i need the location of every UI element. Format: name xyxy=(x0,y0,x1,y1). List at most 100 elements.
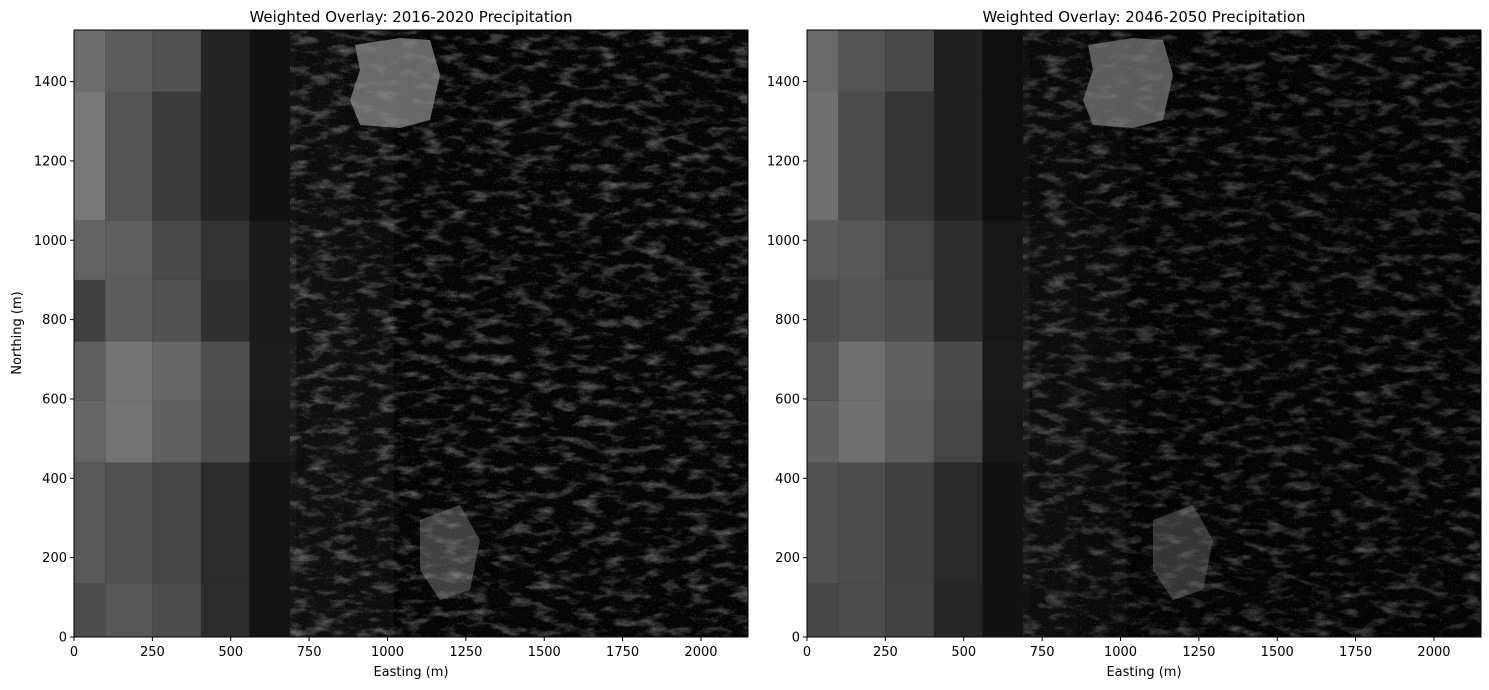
raster-cell xyxy=(982,400,1030,463)
raster-cell xyxy=(74,341,106,401)
raster-cell xyxy=(982,583,1030,637)
raster-cell xyxy=(807,583,839,637)
raster-cell xyxy=(105,583,153,637)
raster-cell xyxy=(249,583,297,637)
x-tick-label: 250 xyxy=(140,645,165,660)
raster-cell xyxy=(74,91,106,221)
raster-cell xyxy=(885,400,934,463)
y-tick-label: 1200 xyxy=(34,154,67,169)
raster-cell xyxy=(885,341,934,401)
chart-title: Weighted Overlay: 2016-2020 Precipitatio… xyxy=(249,8,572,26)
raster-cell xyxy=(200,220,250,280)
raster-cell xyxy=(74,30,106,92)
raster-cell xyxy=(105,400,153,463)
raster-cell xyxy=(249,220,297,280)
x-tick-label: 2000 xyxy=(1417,645,1450,660)
chart-panel-2046-2050: Weighted Overlay: 2046-2050 Precipitatio… xyxy=(767,8,1482,680)
raster-cell xyxy=(885,462,934,584)
y-tick-label: 600 xyxy=(42,392,67,407)
raster-cell xyxy=(152,279,201,342)
raster-cell xyxy=(249,341,297,401)
chart-panel-2016-2020: Weighted Overlay: 2016-2020 Precipitatio… xyxy=(10,8,749,680)
y-ticks: 0 200 400 600 800 1000 1200 1400 xyxy=(767,75,807,646)
raster-cell xyxy=(838,91,886,221)
y-tick-label: 1200 xyxy=(767,154,800,169)
raster-cell xyxy=(152,400,201,463)
raster-cell xyxy=(249,462,297,584)
raster-cell xyxy=(807,341,839,401)
x-axis-label: Easting (m) xyxy=(1106,665,1181,680)
raster-cell xyxy=(152,583,201,637)
x-ticks: 0 250 500 750 1000 1250 1500 1750 2000 xyxy=(803,637,1451,660)
x-tick-label: 1750 xyxy=(606,645,639,660)
raster-cell xyxy=(838,30,886,92)
raster-cell xyxy=(838,583,886,637)
raster-cell xyxy=(105,30,153,92)
raster-cell xyxy=(249,91,297,221)
y-tick-label: 0 xyxy=(59,631,67,646)
y-tick-label: 800 xyxy=(775,313,800,328)
x-tick-label: 500 xyxy=(218,645,243,660)
raster-cell xyxy=(152,30,201,92)
y-tick-label: 400 xyxy=(775,472,800,487)
raster-cell xyxy=(200,400,250,463)
raster-cell xyxy=(200,341,250,401)
x-tick-label: 250 xyxy=(873,645,898,660)
y-tick-label: 1400 xyxy=(34,75,67,90)
x-tick-label: 1250 xyxy=(1182,645,1215,660)
raster-cell xyxy=(838,400,886,463)
x-tick-label: 1000 xyxy=(1104,645,1137,660)
y-tick-label: 600 xyxy=(775,392,800,407)
raster-cell xyxy=(885,220,934,280)
x-tick-label: 1500 xyxy=(528,645,561,660)
x-tick-label: 1000 xyxy=(371,645,404,660)
raster-cell xyxy=(807,220,839,280)
raster-cell xyxy=(200,462,250,584)
raster-cell xyxy=(885,30,934,92)
x-tick-label: 1750 xyxy=(1339,645,1372,660)
raster-cell xyxy=(933,30,983,92)
y-tick-label: 400 xyxy=(42,472,67,487)
x-tick-label: 1250 xyxy=(449,645,482,660)
raster-cell xyxy=(74,462,106,584)
raster-cell xyxy=(74,583,106,637)
raster-cell xyxy=(807,462,839,584)
raster-cell xyxy=(200,279,250,342)
raster-cell xyxy=(249,400,297,463)
raster-cell xyxy=(152,220,201,280)
raster-cell xyxy=(105,279,153,342)
plot-frame xyxy=(73,29,749,638)
x-tick-label: 2000 xyxy=(684,645,717,660)
raster-cell xyxy=(249,30,297,92)
raster-cell xyxy=(74,279,106,342)
y-tick-label: 800 xyxy=(42,313,67,328)
x-axis-label: Easting (m) xyxy=(373,665,448,680)
raster-cell xyxy=(74,400,106,463)
raster-cell xyxy=(152,341,201,401)
raster-cell xyxy=(933,341,983,401)
plot-frame xyxy=(806,29,1482,638)
raster-cell xyxy=(807,91,839,221)
raster-cell xyxy=(105,462,153,584)
y-tick-label: 1000 xyxy=(34,234,67,249)
raster-cell xyxy=(200,583,250,637)
terrain-texture-layer xyxy=(290,30,748,637)
x-tick-label: 0 xyxy=(70,645,78,660)
raster-cell xyxy=(200,30,250,92)
raster-cell xyxy=(885,279,934,342)
raster-cell xyxy=(933,279,983,342)
raster-cell xyxy=(105,341,153,401)
raster-cell xyxy=(807,30,839,92)
raster-cell xyxy=(838,220,886,280)
x-tick-label: 0 xyxy=(803,645,811,660)
raster-cell xyxy=(807,400,839,463)
raster-cell xyxy=(885,583,934,637)
raster-cell xyxy=(885,91,934,221)
raster-cell xyxy=(933,220,983,280)
x-tick-label: 1500 xyxy=(1261,645,1294,660)
raster-cell xyxy=(807,279,839,342)
x-tick-label: 750 xyxy=(297,645,322,660)
raster-cell xyxy=(982,462,1030,584)
terrain-texture-layer xyxy=(1023,30,1481,637)
x-ticks: 0 250 500 750 1000 1250 1500 1750 2000 xyxy=(70,637,718,660)
